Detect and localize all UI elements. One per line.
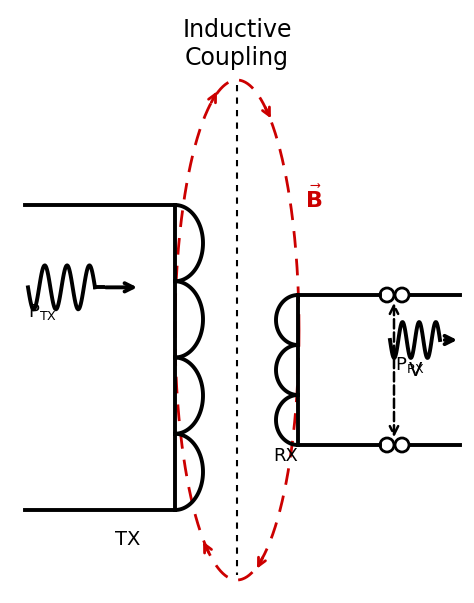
Text: P$_{\mathregular{RX}}$: P$_{\mathregular{RX}}$ xyxy=(395,355,425,375)
Text: V: V xyxy=(409,361,422,379)
Text: $\vec{\mathbf{B}}$: $\vec{\mathbf{B}}$ xyxy=(305,185,322,212)
Text: TX: TX xyxy=(115,530,140,549)
Text: P$_{\mathregular{TX}}$: P$_{\mathregular{TX}}$ xyxy=(28,302,57,323)
Text: Inductive
Coupling: Inductive Coupling xyxy=(182,18,292,70)
Text: RX: RX xyxy=(273,447,298,465)
